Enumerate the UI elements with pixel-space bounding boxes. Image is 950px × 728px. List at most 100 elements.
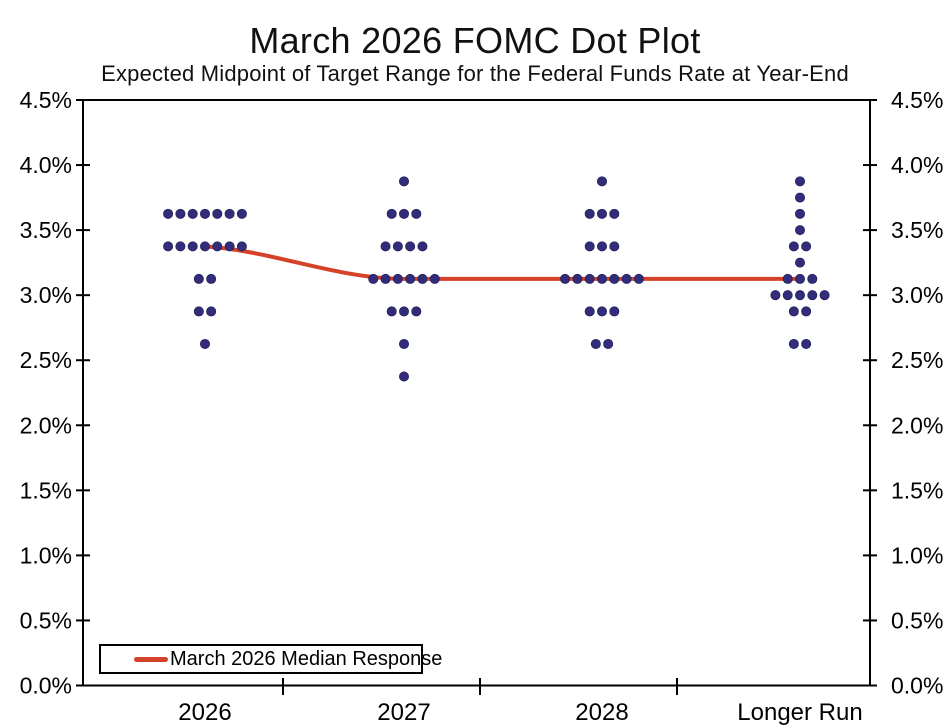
dot	[199, 241, 210, 252]
y-axis-label-left: 2.0%	[20, 412, 72, 438]
dot	[386, 208, 397, 219]
dot	[621, 273, 632, 284]
y-axis-label-right: 4.5%	[891, 87, 943, 113]
x-axis-label: 2027	[377, 699, 430, 726]
dot	[801, 306, 812, 317]
dot	[175, 241, 186, 252]
dot	[782, 273, 793, 284]
dot	[405, 273, 416, 284]
dot	[212, 241, 223, 252]
dot	[609, 208, 620, 219]
dot	[788, 306, 799, 317]
dot	[187, 208, 198, 219]
y-axis-label-right: 3.0%	[891, 282, 943, 308]
dot	[770, 290, 781, 301]
y-axis-label-left: 3.0%	[20, 282, 72, 308]
dot	[609, 306, 620, 317]
y-axis-label-left: 1.5%	[20, 477, 72, 503]
y-axis-label-left: 1.0%	[20, 542, 72, 568]
dot	[584, 241, 595, 252]
dot	[603, 338, 614, 349]
y-axis-label-right: 0.0%	[891, 673, 943, 699]
x-axis-label: 2026	[178, 699, 231, 726]
dot	[597, 208, 608, 219]
y-axis-label-left: 4.5%	[20, 87, 72, 113]
dot	[795, 290, 806, 301]
dot	[807, 290, 818, 301]
dot	[429, 273, 440, 284]
dot	[193, 273, 204, 284]
y-axis-label-left: 0.5%	[20, 607, 72, 633]
dot	[411, 208, 422, 219]
y-axis-label-left: 0.0%	[20, 673, 72, 699]
y-axis-label-right: 2.0%	[891, 412, 943, 438]
chart-title: March 2026 FOMC Dot Plot	[249, 20, 701, 61]
median-line-swatch	[134, 656, 168, 662]
dot	[795, 208, 806, 219]
y-axis-label-left: 3.5%	[20, 217, 72, 243]
dot	[584, 306, 595, 317]
dot	[795, 176, 806, 187]
dot	[417, 241, 428, 252]
dot	[795, 273, 806, 284]
dot	[609, 241, 620, 252]
dot	[368, 273, 379, 284]
dot	[236, 241, 247, 252]
dot	[633, 273, 644, 284]
dot	[597, 273, 608, 284]
dot	[199, 338, 210, 349]
y-axis-label-right: 1.5%	[891, 477, 943, 503]
dot	[795, 257, 806, 268]
dot	[224, 208, 235, 219]
dot	[560, 273, 571, 284]
dot	[380, 241, 391, 252]
dot	[788, 338, 799, 349]
dot	[386, 306, 397, 317]
dot	[795, 225, 806, 236]
y-axis-label-right: 0.5%	[891, 607, 943, 633]
dot	[405, 241, 416, 252]
dot	[392, 273, 403, 284]
dot	[597, 241, 608, 252]
dot	[398, 208, 409, 219]
dot	[795, 192, 806, 203]
dot	[788, 241, 799, 252]
median-line	[203, 244, 802, 281]
dot	[801, 338, 812, 349]
dot	[236, 208, 247, 219]
dot	[782, 290, 793, 301]
dot	[584, 208, 595, 219]
dot	[163, 241, 174, 252]
dot	[193, 306, 204, 317]
x-axis-label: Longer Run	[737, 699, 862, 726]
dot	[417, 273, 428, 284]
dot	[597, 306, 608, 317]
legend-box: March 2026 Median Response	[99, 644, 442, 674]
dot	[212, 208, 223, 219]
dot	[590, 338, 601, 349]
y-axis-label-left: 4.0%	[20, 152, 72, 178]
dot	[572, 273, 583, 284]
x-axis-label: 2028	[575, 699, 628, 726]
y-axis-label-left: 2.5%	[20, 347, 72, 373]
dot	[187, 241, 198, 252]
dot	[411, 306, 422, 317]
dot	[398, 338, 409, 349]
dot	[199, 208, 210, 219]
dot	[597, 176, 608, 187]
dot	[801, 241, 812, 252]
dot	[398, 371, 409, 382]
dot	[163, 208, 174, 219]
dot	[398, 306, 409, 317]
y-axis-label-right: 4.0%	[891, 152, 943, 178]
dot	[380, 273, 391, 284]
dot	[609, 273, 620, 284]
dot	[224, 241, 235, 252]
plot-frame	[82, 99, 871, 687]
dot	[206, 306, 217, 317]
dot	[398, 176, 409, 187]
dot	[175, 208, 186, 219]
y-axis-label-right: 3.5%	[891, 217, 943, 243]
y-axis-label-right: 2.5%	[891, 347, 943, 373]
